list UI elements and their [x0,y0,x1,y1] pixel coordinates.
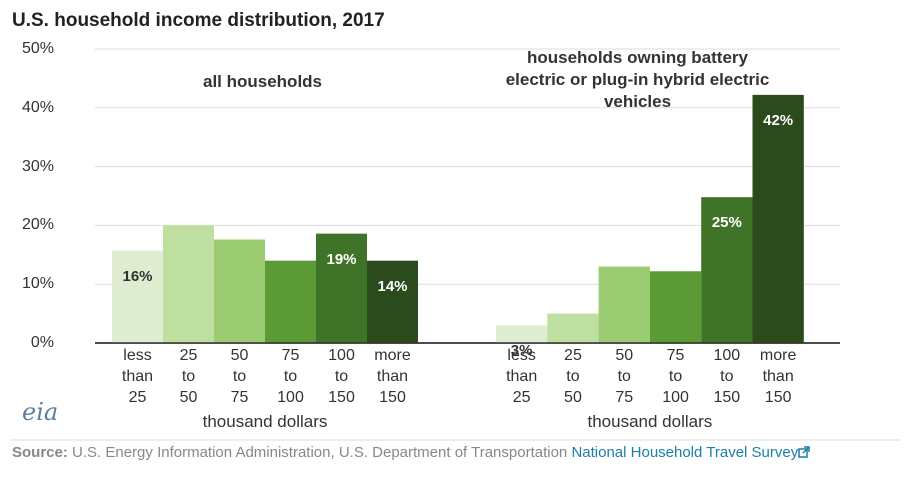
x-tick-label: 100 to 150 [713,347,741,406]
value-label: 42% [763,111,794,129]
subtitle: households owning battery electric or pl… [505,48,770,111]
x-axis-label: thousand dollars [202,412,328,431]
bar [112,250,163,343]
y-tick-label: 20% [21,216,54,234]
bar [496,325,548,343]
y-tick-label: 40% [21,98,54,116]
logo: eia [22,398,59,426]
x-tick-label: more than 150 [759,347,797,406]
bar [214,239,265,343]
source-text: U.S. Energy Information Administration, … [72,444,568,461]
x-tick-label: 25 to 50 [564,347,582,406]
subtitle: all households [202,72,323,91]
y-tick-label: 0% [30,334,54,351]
bar [547,313,599,343]
bar [752,94,804,343]
bar [701,197,753,343]
y-tick-label: 30% [21,157,54,175]
source-link[interactable]: National Household Travel Survey [571,444,799,461]
bar [316,233,367,343]
external-icon [798,446,810,458]
x-tick-label: 75 to 100 [277,347,304,406]
bar [265,260,316,343]
value-label: 3% [510,342,533,360]
x-tick-label: 50 to 75 [230,347,249,406]
source: Source: U.S. Energy Information Administ… [12,444,810,461]
bar [367,260,418,343]
x-tick-label: 100 to 150 [328,347,355,406]
chart-title: U.S. household income distribution, 2017 [12,10,385,31]
bar [649,271,702,343]
x-tick-label: 50 to 75 [615,347,634,406]
x-tick-label: less than 25 [506,347,538,406]
value-label: 19% [326,250,357,268]
x-axis-label: thousand dollars [587,412,713,431]
value-label: 16% [122,267,153,285]
bar [598,266,650,343]
value-label: 25% [711,214,742,232]
source-label: Source: [12,444,68,461]
x-tick-label: more than 150 [374,347,411,406]
value-label: 14% [377,277,408,295]
bar [163,225,214,343]
x-tick-label: 25 to 50 [179,347,198,406]
y-tick-label: 50% [21,40,54,57]
x-tick-label: less than 25 [121,347,154,406]
x-tick-label: 75 to 100 [662,347,689,406]
y-tick-label: 10% [21,275,54,293]
